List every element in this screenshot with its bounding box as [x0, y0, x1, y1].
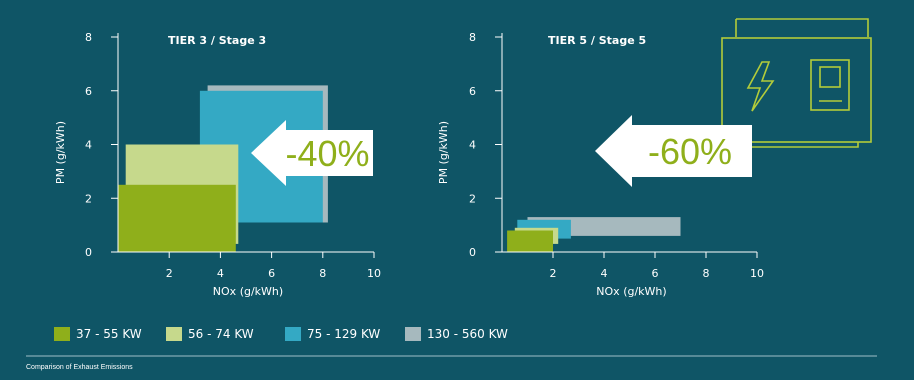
- legend-label: 130 - 560 KW: [427, 327, 508, 341]
- x-axis-label: NOx (g/kWh): [596, 285, 666, 298]
- y-tick-label: 0: [85, 246, 92, 259]
- x-tick-label: 4: [217, 267, 224, 280]
- legend-label: 56 - 74 KW: [188, 327, 254, 341]
- legend: 37 - 55 KW 56 - 74 KW 75 - 129 KW 130 - 560…: [54, 327, 508, 341]
- lightning-bolt-icon: [748, 62, 773, 111]
- y-tick-label: 4: [469, 139, 476, 152]
- y-tick-label: 0: [469, 246, 476, 259]
- bar-green-dark: [507, 231, 553, 253]
- x-tick-label: 8: [703, 267, 710, 280]
- x-tick-label: 6: [652, 267, 659, 280]
- y-axis-label: PM (g/kWh): [437, 121, 450, 184]
- legend-swatch: [285, 327, 301, 341]
- chart-panel-1: 0 2 4 6 8 2 4 6 8 10 TIER 3 / Stage 3 NOx (g/kWh) PM…: [54, 31, 381, 298]
- generator-top-handle: [736, 19, 868, 37]
- x-tick-label: 10: [750, 267, 764, 280]
- generator-panel-screen: [820, 67, 840, 87]
- legend-label: 75 - 129 KW: [307, 327, 380, 341]
- y-axis-label: PM (g/kWh): [54, 121, 67, 184]
- chart-panel-2: 0 2 4 6 8 2 4 6 8 10 TIER 5 / Stage 5 NOx (g/kWh) PM…: [437, 31, 764, 298]
- y-tick-label: 8: [85, 31, 92, 44]
- y-tick-label: 2: [85, 192, 92, 205]
- y-tick-label: 6: [85, 85, 92, 98]
- y-tick-label: 4: [85, 139, 92, 152]
- bar-green-dark: [118, 185, 236, 252]
- y-tick-label: 8: [469, 31, 476, 44]
- x-tick-label: 10: [367, 267, 381, 280]
- legend-label: 37 - 55 KW: [76, 327, 142, 341]
- reduction-callout-label: -60%: [648, 131, 732, 172]
- legend-item: 75 - 129 KW: [285, 327, 380, 341]
- x-axis-label: NOx (g/kWh): [213, 285, 283, 298]
- x-tick-label: 8: [319, 267, 326, 280]
- x-tick-label: 2: [166, 267, 173, 280]
- chart-title: TIER 3 / Stage 3: [168, 34, 266, 47]
- chart-title: TIER 5 / Stage 5: [548, 34, 646, 47]
- reduction-callout-label: -40%: [285, 133, 369, 174]
- legend-swatch: [166, 327, 182, 341]
- y-tick-label: 2: [469, 192, 476, 205]
- x-tick-label: 4: [601, 267, 608, 280]
- legend-item: 130 - 560 KW: [405, 327, 508, 341]
- legend-swatch: [54, 327, 70, 341]
- legend-item: 56 - 74 KW: [166, 327, 254, 341]
- y-tick-label: 6: [469, 85, 476, 98]
- legend-swatch: [405, 327, 421, 341]
- footer-caption: Comparison of Exhaust Emissions: [26, 364, 133, 371]
- x-tick-label: 2: [550, 267, 557, 280]
- legend-item: 37 - 55 KW: [54, 327, 142, 341]
- x-tick-label: 6: [268, 267, 275, 280]
